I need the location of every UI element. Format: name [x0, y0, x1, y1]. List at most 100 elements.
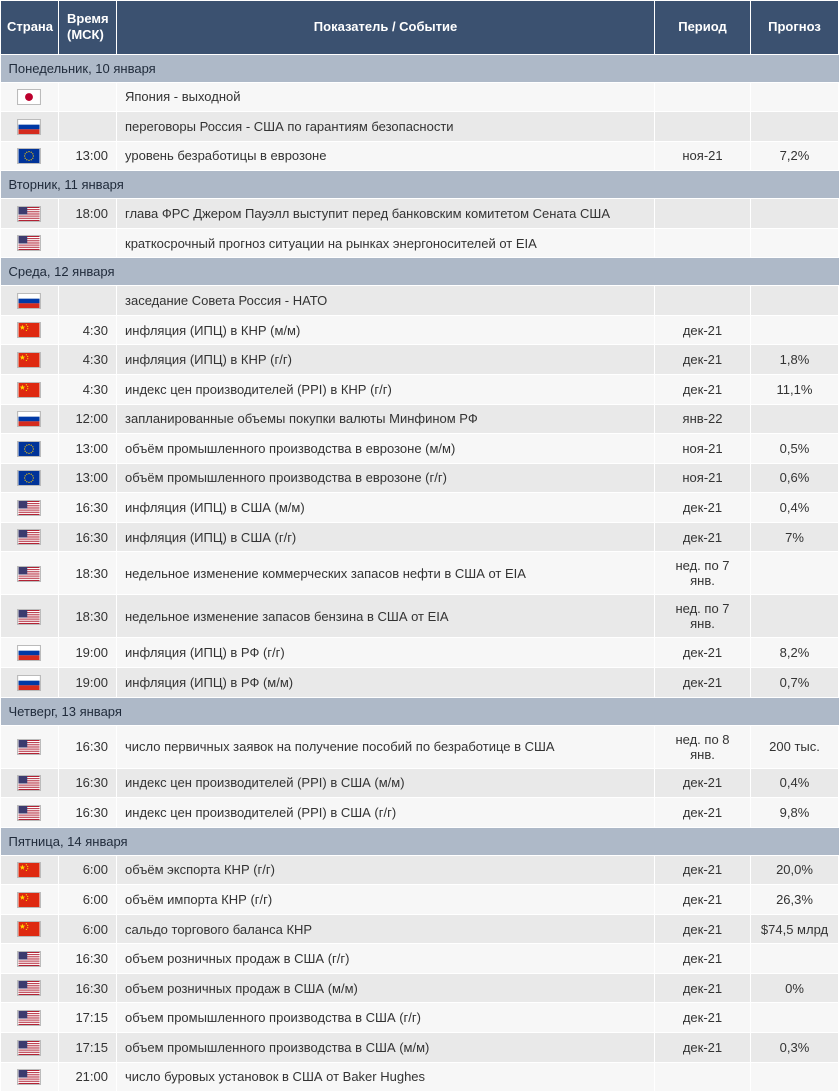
- cell-time: 12:00: [59, 404, 117, 434]
- col-forecast: Прогноз: [751, 1, 839, 55]
- cell-country: [1, 286, 59, 316]
- russia-flag-icon: [17, 675, 41, 691]
- cell-forecast: [751, 404, 839, 434]
- table-row: 4:30индекс цен производителей (PPI) в КН…: [1, 375, 839, 405]
- cell-event: индекс цен производителей (PPI) в США (г…: [117, 798, 655, 828]
- table-row: 19:00инфляция (ИПЦ) в РФ (м/м)дек-210,7%: [1, 667, 839, 697]
- cell-time: 4:30: [59, 375, 117, 405]
- table-row: 16:30индекс цен производителей (PPI) в С…: [1, 768, 839, 798]
- cell-event: объём промышленного производства в евроз…: [117, 463, 655, 493]
- cell-time: 18:30: [59, 552, 117, 595]
- cell-period: дек-21: [655, 345, 751, 375]
- cell-country: [1, 1003, 59, 1033]
- cell-country: [1, 552, 59, 595]
- cell-forecast: 7,2%: [751, 141, 839, 171]
- cell-period: [655, 1062, 751, 1092]
- cell-time: 18:30: [59, 595, 117, 638]
- cell-country: [1, 855, 59, 885]
- table-row: 13:00уровень безработицы в еврозоненоя-2…: [1, 141, 839, 171]
- cell-country: [1, 885, 59, 915]
- cell-period: дек-21: [655, 914, 751, 944]
- cell-time: 16:30: [59, 944, 117, 974]
- us-flag-icon: [17, 1010, 41, 1026]
- cell-time: 21:00: [59, 1062, 117, 1092]
- cell-forecast: 8,2%: [751, 638, 839, 668]
- cell-period: нед. по 8 янв.: [655, 725, 751, 768]
- cell-time: 16:30: [59, 973, 117, 1003]
- cell-time: 16:30: [59, 768, 117, 798]
- cell-forecast: [751, 112, 839, 142]
- cell-time: 16:30: [59, 493, 117, 523]
- us-flag-icon: [17, 739, 41, 755]
- cell-forecast: 0,5%: [751, 434, 839, 464]
- us-flag-icon: [17, 1069, 41, 1085]
- cell-period: [655, 82, 751, 112]
- cell-event: краткосрочный прогноз ситуации на рынках…: [117, 228, 655, 258]
- cell-period: нед. по 7 янв.: [655, 595, 751, 638]
- cell-event: объём импорта КНР (г/г): [117, 885, 655, 915]
- cell-country: [1, 973, 59, 1003]
- cell-forecast: 1,8%: [751, 345, 839, 375]
- cell-forecast: 11,1%: [751, 375, 839, 405]
- china-flag-icon: [17, 892, 41, 908]
- day-header-label: Вторник, 11 января: [1, 171, 839, 199]
- table-row: краткосрочный прогноз ситуации на рынках…: [1, 228, 839, 258]
- us-flag-icon: [17, 951, 41, 967]
- cell-country: [1, 463, 59, 493]
- cell-period: дек-21: [655, 973, 751, 1003]
- russia-flag-icon: [17, 293, 41, 309]
- cell-time: 16:30: [59, 522, 117, 552]
- cell-forecast: [751, 228, 839, 258]
- cell-event: инфляция (ИПЦ) в КНР (м/м): [117, 315, 655, 345]
- cell-period: ноя-21: [655, 434, 751, 464]
- col-event: Показатель / Событие: [117, 1, 655, 55]
- cell-time: [59, 112, 117, 142]
- cell-event: сальдо торгового баланса КНР: [117, 914, 655, 944]
- russia-flag-icon: [17, 645, 41, 661]
- cell-forecast: [751, 82, 839, 112]
- table-row: 16:30индекс цен производителей (PPI) в С…: [1, 798, 839, 828]
- cell-time: 18:00: [59, 199, 117, 229]
- cell-time: 16:30: [59, 725, 117, 768]
- cell-event: индекс цен производителей (PPI) в КНР (г…: [117, 375, 655, 405]
- day-header: Понедельник, 10 января: [1, 54, 839, 82]
- cell-country: [1, 638, 59, 668]
- china-flag-icon: [17, 352, 41, 368]
- table-row: 18:30недельное изменение коммерческих за…: [1, 552, 839, 595]
- japan-flag-icon: [17, 89, 41, 105]
- us-flag-icon: [17, 775, 41, 791]
- cell-time: 19:00: [59, 638, 117, 668]
- day-header: Четверг, 13 января: [1, 697, 839, 725]
- us-flag-icon: [17, 805, 41, 821]
- cell-period: дек-21: [655, 315, 751, 345]
- day-header: Среда, 12 января: [1, 258, 839, 286]
- cell-country: [1, 522, 59, 552]
- cell-period: дек-21: [655, 522, 751, 552]
- cell-forecast: [751, 1003, 839, 1033]
- cell-forecast: 0,4%: [751, 768, 839, 798]
- table-row: 16:30объем розничных продаж в США (м/м)д…: [1, 973, 839, 1003]
- cell-country: [1, 112, 59, 142]
- cell-forecast: 0%: [751, 973, 839, 1003]
- table-row: 6:00объём импорта КНР (г/г)дек-2126,3%: [1, 885, 839, 915]
- cell-forecast: 9,8%: [751, 798, 839, 828]
- cell-period: дек-21: [655, 493, 751, 523]
- cell-time: 16:30: [59, 798, 117, 828]
- cell-event: объём промышленного производства в евроз…: [117, 434, 655, 464]
- cell-country: [1, 375, 59, 405]
- cell-period: дек-21: [655, 638, 751, 668]
- cell-country: [1, 434, 59, 464]
- cell-period: дек-21: [655, 667, 751, 697]
- cell-forecast: [751, 944, 839, 974]
- cell-event: объем розничных продаж в США (м/м): [117, 973, 655, 1003]
- cell-time: 13:00: [59, 463, 117, 493]
- table-row: 4:30инфляция (ИПЦ) в КНР (г/г)дек-211,8%: [1, 345, 839, 375]
- col-time: Время (МСК): [59, 1, 117, 55]
- day-header-label: Понедельник, 10 января: [1, 54, 839, 82]
- table-row: 6:00сальдо торгового баланса КНРдек-21$7…: [1, 914, 839, 944]
- table-row: 16:30объем розничных продаж в США (г/г)д…: [1, 944, 839, 974]
- cell-forecast: 200 тыс.: [751, 725, 839, 768]
- table-row: 19:00инфляция (ИПЦ) в РФ (г/г)дек-218,2%: [1, 638, 839, 668]
- cell-period: янв-22: [655, 404, 751, 434]
- cell-country: [1, 768, 59, 798]
